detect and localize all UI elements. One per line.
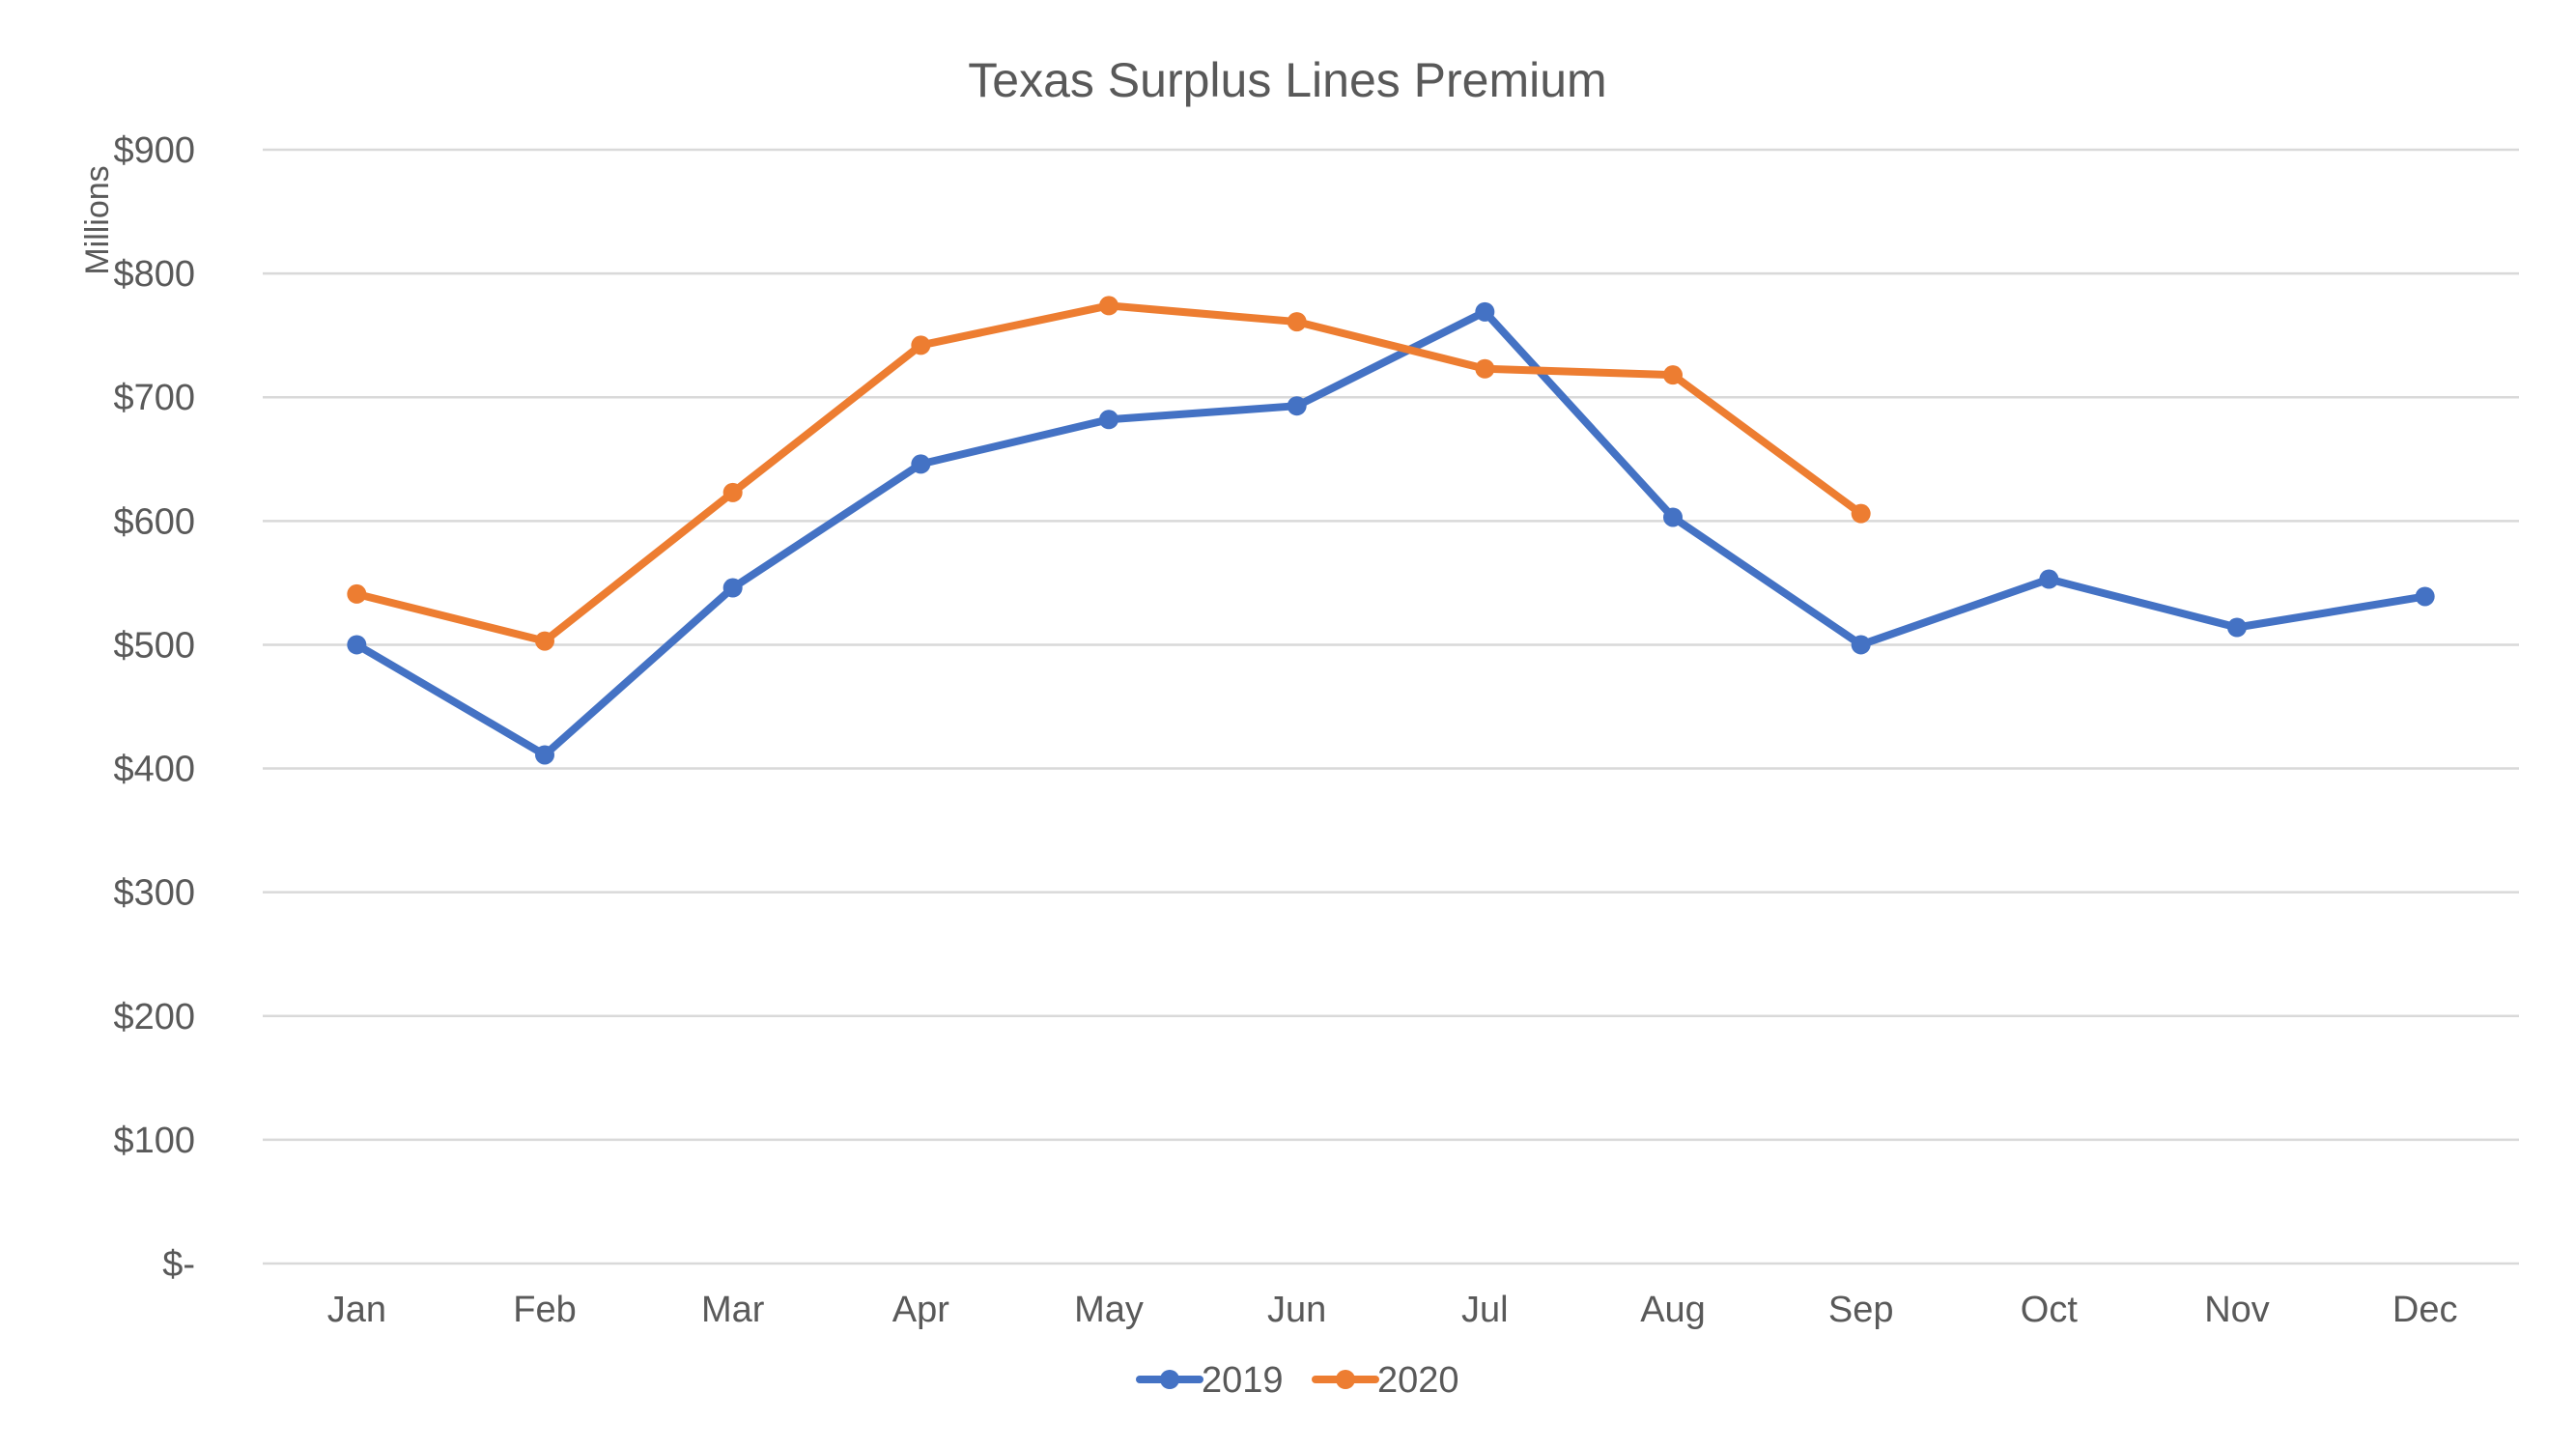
gridlines — [263, 148, 2519, 1265]
x-axis-ticks: Jan Feb Mar Apr May Jun Jul Aug Sep Oct Nov Dec — [327, 1290, 2458, 1330]
data-point-2019 — [2227, 617, 2247, 638]
series-line-2019 — [353, 307, 2429, 759]
y-axis-ticks: $- $100 $200 $300 $400 $500 $600 $700 $800 $900 — [113, 130, 195, 1285]
data-point-2019 — [347, 635, 367, 655]
x-tick-label: Sep — [1828, 1290, 1894, 1330]
data-point-2020 — [1851, 503, 1871, 524]
y-tick-label: $900 — [113, 130, 195, 171]
data-point-2019 — [2039, 569, 2059, 589]
data-point-2019 — [1287, 396, 1307, 416]
data-point-2020 — [911, 335, 931, 355]
y-tick-label: $400 — [113, 750, 195, 790]
x-tick-label: Dec — [2392, 1290, 2458, 1330]
legend-label-2019: 2019 — [1202, 1360, 1284, 1401]
data-point-2020 — [1099, 296, 1118, 316]
y-axis-label: Millions — [79, 165, 116, 274]
legend-marker-2020 — [1336, 1370, 1355, 1389]
legend-marker-2019 — [1160, 1370, 1179, 1389]
y-tick-label: $100 — [113, 1121, 195, 1161]
x-tick-label: Jun — [1267, 1290, 1326, 1330]
chart-title: Texas Surplus Lines Premium — [968, 53, 1606, 107]
x-tick-label: Mar — [701, 1290, 765, 1330]
y-tick-label: $300 — [113, 873, 195, 914]
x-tick-label: Jul — [1461, 1290, 1509, 1330]
x-tick-label: Jan — [327, 1290, 386, 1330]
data-point-2019 — [911, 454, 931, 474]
x-tick-label: Feb — [513, 1290, 576, 1330]
data-point-2019 — [1475, 301, 1495, 322]
y-tick-label: $700 — [113, 378, 195, 418]
y-tick-label: $800 — [113, 254, 195, 295]
legend-label-2020: 2020 — [1377, 1360, 1459, 1401]
data-point-2020 — [1287, 312, 1307, 332]
data-point-2019 — [1663, 507, 1683, 527]
x-tick-label: Aug — [1640, 1290, 1706, 1330]
x-tick-label: May — [1074, 1290, 1144, 1330]
data-point-2020 — [722, 482, 743, 502]
data-point-2019 — [1851, 635, 1871, 655]
y-tick-label: $200 — [113, 997, 195, 1037]
data-point-2019 — [2415, 586, 2435, 607]
data-point-2019 — [535, 745, 554, 765]
data-point-2020 — [347, 583, 367, 604]
x-tick-label: Nov — [2204, 1290, 2270, 1330]
series-lines — [347, 296, 2435, 765]
x-tick-label: Apr — [892, 1290, 949, 1330]
y-tick-label: $- — [162, 1244, 195, 1285]
data-point-2019 — [722, 578, 743, 598]
data-point-2020 — [1663, 365, 1683, 385]
x-tick-label: Oct — [2021, 1290, 2079, 1330]
data-point-2019 — [1099, 410, 1118, 430]
legend: 2019 2020 — [1136, 1360, 1459, 1401]
data-point-2020 — [1475, 358, 1495, 379]
y-tick-label: $600 — [113, 501, 195, 542]
data-point-2020 — [535, 631, 554, 651]
y-tick-label: $500 — [113, 625, 195, 666]
